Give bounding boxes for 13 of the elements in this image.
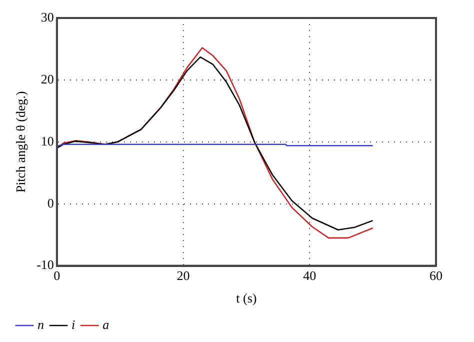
legend-label: i (72, 316, 76, 332)
y-tick-label: 10 (40, 133, 54, 148)
y-tick-label: 30 (40, 9, 54, 24)
x-tick-label: 20 (176, 268, 190, 284)
y-tick-label: 20 (40, 71, 54, 86)
x-tick-label: 60 (430, 268, 442, 284)
y-tick-label: 0 (47, 195, 54, 210)
legend-label: n (38, 316, 44, 332)
x-axis-title: t (s) (236, 290, 257, 306)
x-tick-label: 40 (303, 268, 316, 284)
y-tick-label: -10 (36, 257, 54, 272)
y-axis-title: Pitch angle θ (deg.) (13, 91, 28, 193)
legend-label: a (102, 316, 110, 332)
